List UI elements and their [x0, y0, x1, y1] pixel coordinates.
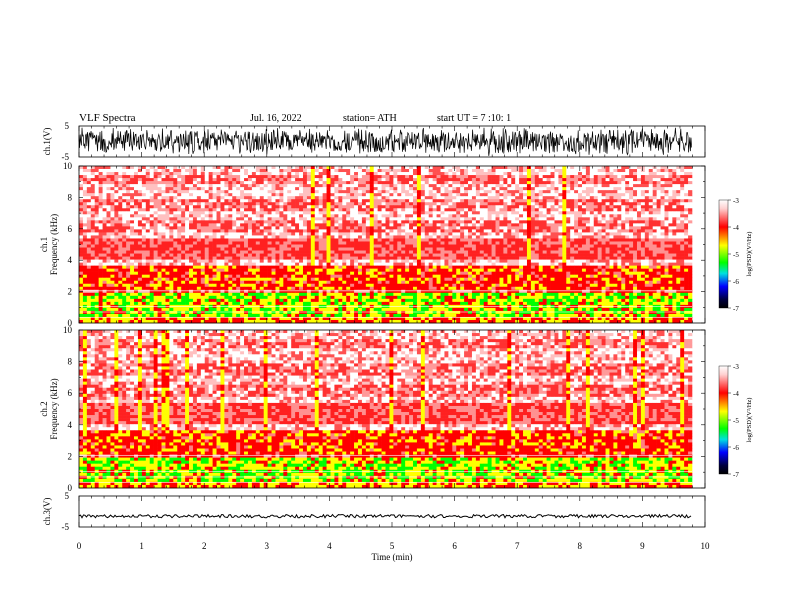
y-tick-label: 2 — [68, 451, 73, 461]
vlf-figure: VLF Spectra Jul. 16, 2022 station= ATH s… — [0, 0, 792, 612]
y-tick-label: 8 — [68, 192, 73, 202]
x-tick-label: 2 — [202, 541, 207, 551]
x-tick-label: 9 — [640, 541, 645, 551]
y-axis-label: ch.1Frequency (kHz) — [39, 214, 59, 275]
ch2-spectrogram — [79, 330, 692, 488]
colorbar-ch2 — [719, 366, 728, 474]
ch1-spectrogram — [79, 166, 692, 323]
y-axis-label: ch.1(V) — [42, 128, 52, 156]
colorbar-tick: -5 — [733, 251, 739, 259]
y-tick-label: 2 — [68, 287, 73, 297]
colorbar-tick: -6 — [733, 278, 739, 286]
y-tick-label: 8 — [68, 357, 73, 367]
colorbar-tick: -3 — [733, 197, 739, 205]
y-tick-label: 6 — [68, 388, 73, 398]
y-tick-label: 4 — [68, 420, 73, 430]
plot-area: 5-5ch.1(V)0246810ch.1Frequency (kHz)0246… — [0, 0, 792, 612]
colorbar-tick: -7 — [733, 305, 739, 313]
colorbar-tick: -6 — [733, 444, 739, 452]
colorbar-tick: -7 — [733, 471, 739, 479]
colorbars: -3 -4 -5 -6 -7 log(PSD)(V²/Hz) -3 -4 -5 -6 -7 log(P… — [719, 197, 753, 479]
colorbar-tick: -4 — [733, 224, 739, 232]
y-tick-label: 5 — [65, 121, 70, 131]
ch1-trace — [79, 128, 692, 156]
y-tick-label: 10 — [63, 161, 73, 171]
x-tick-label: 4 — [327, 541, 332, 551]
x-tick-label: 8 — [578, 541, 583, 551]
y-tick-label: 6 — [68, 224, 73, 234]
y-tick-label: -5 — [62, 522, 70, 532]
y-tick-label: 10 — [63, 325, 73, 335]
y-axis-label: ch.2Frequency (kHz) — [39, 378, 59, 439]
colorbar-ch1 — [719, 200, 728, 308]
colorbar-tick: -3 — [733, 363, 739, 371]
x-tick-label: 7 — [515, 541, 520, 551]
y-axis-label: ch.3(V) — [42, 498, 52, 526]
x-tick-label: 3 — [265, 541, 270, 551]
ch3-waveform — [79, 515, 691, 518]
x-tick-label: 6 — [452, 541, 457, 551]
x-tick-label: 5 — [390, 541, 395, 551]
colorbar-tick: -5 — [733, 417, 739, 425]
colorbar-label: log(PSD)(V²/Hz) — [746, 232, 753, 277]
y-tick-label: 5 — [65, 491, 70, 501]
y-tick-label: 4 — [68, 255, 73, 265]
ch3-trace — [79, 515, 691, 518]
x-axis-label: Time (min) — [372, 552, 413, 562]
x-tick-label: 10 — [701, 541, 711, 551]
colorbar-tick: -4 — [733, 390, 739, 398]
colorbar-label: log(PSD)(V²/Hz) — [746, 398, 753, 443]
x-tick-label: 1 — [139, 541, 144, 551]
x-tick-label: 0 — [77, 541, 82, 551]
ch1-waveform — [79, 128, 692, 156]
